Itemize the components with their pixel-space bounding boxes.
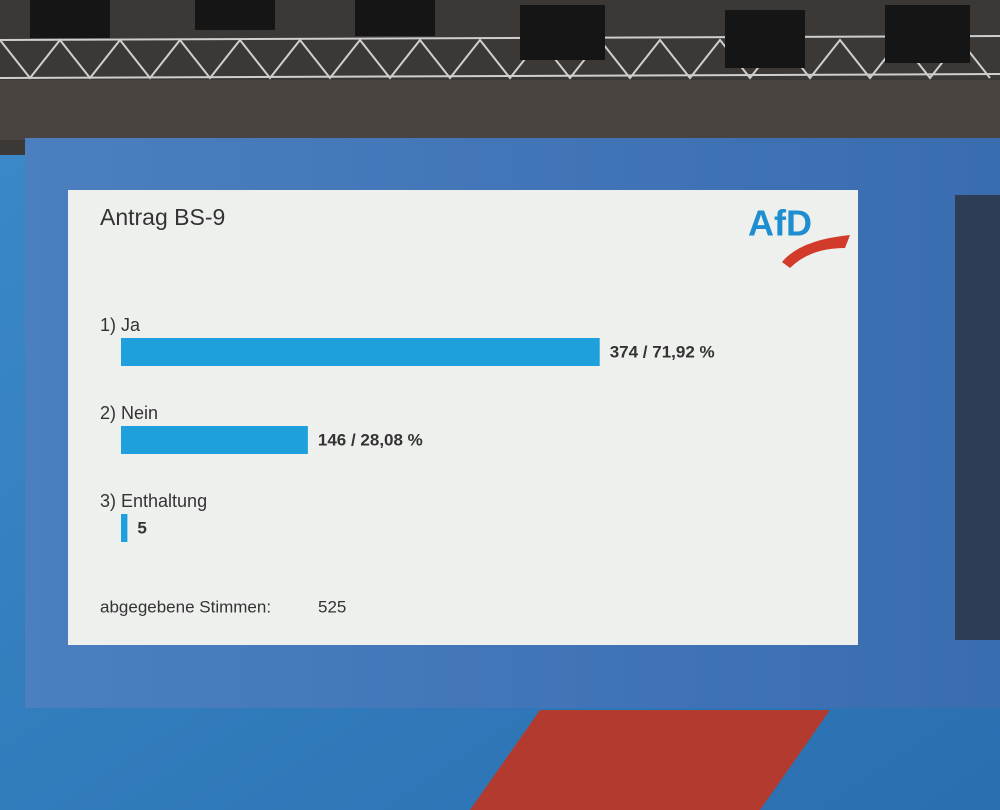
total-votes: 525 [318, 597, 346, 616]
slide [68, 190, 858, 645]
category-label: 1) Ja [100, 315, 141, 335]
bar [121, 514, 128, 542]
bar [121, 338, 600, 366]
bar [121, 426, 308, 454]
category-label: 3) Enthaltung [100, 491, 207, 511]
chart-title: Antrag BS-9 [100, 204, 225, 230]
value-label: 146 / 28,08 % [318, 430, 423, 449]
category-label: 2) Nein [100, 403, 158, 423]
stage-lights [30, 0, 970, 68]
side-screen [955, 195, 1000, 640]
value-label: 374 / 71,92 % [610, 342, 715, 361]
truss [0, 35, 1000, 80]
hall-wall [0, 80, 1000, 140]
value-label: 5 [137, 518, 146, 537]
logo: AfD [748, 203, 812, 244]
logo-swoosh [782, 235, 850, 268]
backdrop-stripe [470, 710, 830, 810]
footer-label: abgegebene Stimmen: [100, 597, 271, 616]
